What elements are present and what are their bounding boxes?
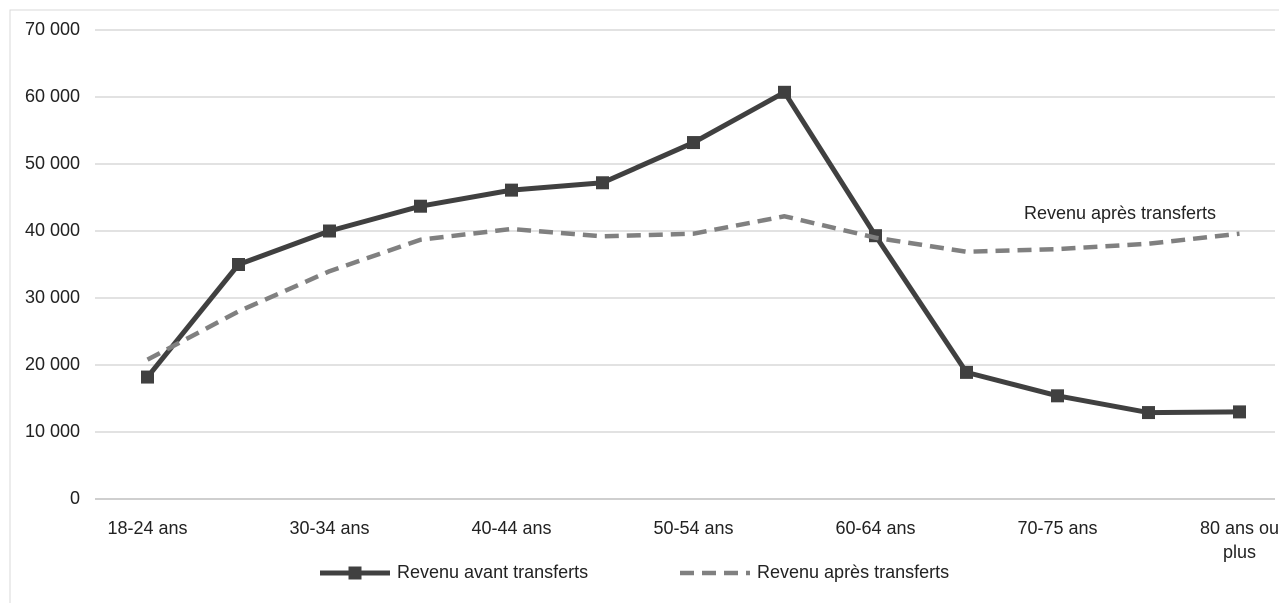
marker xyxy=(141,370,154,384)
x-tick-label: 30-34 ans xyxy=(289,518,370,538)
marker xyxy=(960,365,973,379)
legend-label: Revenu après transferts xyxy=(757,562,949,582)
y-tick-label: 20 000 xyxy=(25,354,80,374)
marker xyxy=(323,224,336,238)
y-tick-label: 0 xyxy=(70,488,80,508)
series-line xyxy=(146,214,1240,362)
chart-frame xyxy=(9,9,1279,603)
marker xyxy=(414,199,427,213)
y-tick-label: 50 000 xyxy=(25,153,80,173)
y-tick-label: 60 000 xyxy=(25,86,80,106)
x-tick-label: 60-64 ans xyxy=(835,518,916,538)
y-tick-label: 40 000 xyxy=(25,220,80,240)
marker xyxy=(1233,405,1246,419)
x-tick-label: 18-24 ans xyxy=(107,518,188,538)
y-tick-label: 30 000 xyxy=(25,287,80,307)
marker xyxy=(778,85,791,99)
y-tick-label: 70 000 xyxy=(25,19,80,39)
marker xyxy=(687,136,700,150)
legend-marker xyxy=(348,566,362,580)
annotation: Revenu après transferts xyxy=(1024,203,1216,223)
x-tick-label: 70-75 ans xyxy=(1017,518,1098,538)
marker xyxy=(232,258,245,271)
y-tick-label: 10 000 xyxy=(25,421,80,441)
marker xyxy=(1051,389,1064,403)
marker xyxy=(596,176,609,190)
x-tick-label: 80 ans ou plus xyxy=(1199,518,1279,562)
marker xyxy=(1142,406,1155,420)
marker xyxy=(505,183,518,197)
x-tick-label: 50-54 ans xyxy=(653,518,734,538)
x-tick-label: 40-44 ans xyxy=(471,518,552,538)
legend-label: Revenu avant transferts xyxy=(397,562,588,582)
